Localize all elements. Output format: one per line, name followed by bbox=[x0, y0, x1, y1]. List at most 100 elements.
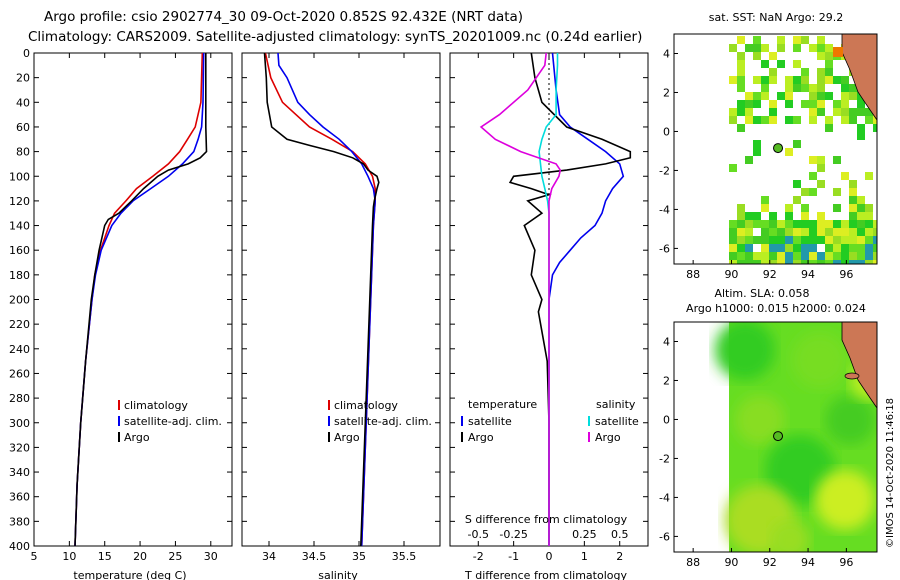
sst-pixel bbox=[865, 228, 873, 236]
depth-tick-label: 160 bbox=[9, 244, 30, 257]
difference-series-t-satellite bbox=[548, 52, 625, 546]
difference-xtick-label: 0 bbox=[546, 550, 553, 563]
sst-pixel bbox=[841, 100, 849, 108]
title-line-2: Climatology: CARS2009. Satellite-adjuste… bbox=[28, 29, 642, 45]
sst-pixel bbox=[753, 36, 761, 44]
sst-pixel bbox=[769, 52, 777, 60]
map-ytick-label: 2 bbox=[663, 86, 670, 99]
depth-tick-label: 340 bbox=[9, 466, 30, 479]
sst-pixel bbox=[745, 100, 753, 108]
salinity-xtick-label: 35.5 bbox=[392, 550, 417, 563]
sst-pixel bbox=[817, 44, 825, 52]
sst-pixel bbox=[857, 196, 865, 204]
s-tick-label: -0.5 bbox=[468, 528, 489, 541]
sst-pixel bbox=[849, 84, 857, 92]
sst-pixel bbox=[753, 116, 761, 124]
sst-pixel bbox=[745, 260, 753, 264]
sst-pixel bbox=[801, 212, 809, 220]
sst-pixel bbox=[785, 220, 793, 228]
sst-pixel bbox=[745, 116, 753, 124]
sst-pixel bbox=[817, 76, 825, 84]
sst-pixel bbox=[825, 44, 833, 52]
sst-pixel bbox=[729, 220, 737, 228]
sst-pixel bbox=[753, 260, 761, 264]
depth-tick-label: 180 bbox=[9, 269, 30, 282]
sst-pixel bbox=[857, 204, 865, 212]
sst-pixel bbox=[841, 244, 849, 252]
sst-pixel bbox=[761, 116, 769, 124]
depth-tick-label: 300 bbox=[9, 417, 30, 430]
sst-pixel bbox=[849, 244, 857, 252]
sst-pixel bbox=[777, 260, 785, 264]
map-xtick-label: 88 bbox=[686, 556, 700, 569]
sst-pixel bbox=[825, 228, 833, 236]
map-ytick-label: -2 bbox=[659, 164, 670, 177]
sst-pixel bbox=[785, 148, 793, 156]
sst-pixel bbox=[769, 220, 777, 228]
sla-anomaly-blob bbox=[770, 520, 810, 552]
depth-tick-label: 80 bbox=[16, 146, 30, 159]
sst-pixel bbox=[801, 204, 809, 212]
sst-pixel bbox=[761, 204, 769, 212]
sst-map-frame bbox=[673, 33, 878, 265]
legends: climatology satellite-adj. clim. Argo clima… bbox=[118, 398, 639, 444]
diff-legend-label: Argo bbox=[468, 431, 494, 444]
sst-pixel bbox=[737, 52, 745, 60]
salinity-xtick-label: 34 bbox=[262, 550, 276, 563]
sst-pixel bbox=[849, 228, 857, 236]
sst-pixel bbox=[801, 76, 809, 84]
sst-pixel bbox=[817, 36, 825, 44]
sst-pixel bbox=[785, 100, 793, 108]
sst-pixel bbox=[801, 252, 809, 260]
diff-legend-label: satellite bbox=[468, 415, 512, 428]
sst-pixel bbox=[801, 260, 809, 264]
sst-pixel bbox=[817, 164, 825, 172]
sst-pixel bbox=[865, 260, 873, 264]
sst-pixel bbox=[745, 92, 753, 100]
sst-pixel bbox=[769, 236, 777, 244]
sst-pixel bbox=[761, 76, 769, 84]
sst-pixel bbox=[793, 244, 801, 252]
sst-pixel bbox=[793, 36, 801, 44]
sst-pixel bbox=[873, 220, 877, 228]
sst-pixel bbox=[849, 212, 857, 220]
sst-pixel bbox=[825, 252, 833, 260]
sla-anomaly-blob bbox=[792, 332, 848, 388]
difference-xtick-label: -1 bbox=[508, 550, 519, 563]
sst-pixel bbox=[769, 100, 777, 108]
sst-pixel bbox=[857, 100, 865, 108]
sst-pixel bbox=[777, 220, 785, 228]
imos-watermark: ©IMOS 14-Oct-2020 11:46:18 bbox=[885, 398, 896, 548]
sst-pixel bbox=[809, 260, 817, 264]
sla-map-title: Altim. SLA: 0.058 bbox=[714, 287, 809, 300]
profile-panels: 5 10 15 20 25 3002040608010012014016018020022… bbox=[9, 47, 649, 563]
sst-pixel bbox=[801, 68, 809, 76]
diff-legend-header-t: temperature bbox=[468, 398, 537, 411]
sst-pixel bbox=[825, 260, 833, 264]
sst-pixel bbox=[769, 212, 777, 220]
sst-pixel bbox=[785, 260, 793, 264]
sst-pixel bbox=[833, 204, 841, 212]
sst-pixel bbox=[833, 244, 841, 252]
title-line-1: Argo profile: csio 2902774_30 09-Oct-202… bbox=[44, 9, 523, 25]
sst-pixel bbox=[761, 60, 769, 68]
sst-pixel bbox=[761, 196, 769, 204]
sst-pixel bbox=[793, 236, 801, 244]
s-tick-label: 0.5 bbox=[611, 528, 629, 541]
depth-tick-label: 360 bbox=[9, 491, 30, 504]
sst-pixel bbox=[761, 236, 769, 244]
sst-pixel bbox=[801, 220, 809, 228]
temperature-series-argo bbox=[74, 53, 208, 547]
sst-pixel bbox=[769, 252, 777, 260]
sst-pixel bbox=[825, 236, 833, 244]
sst-pixel bbox=[753, 212, 761, 220]
salinity-series-climatology bbox=[264, 52, 377, 547]
depth-tick-label: 140 bbox=[9, 220, 30, 233]
sst-pixel bbox=[753, 148, 761, 156]
sst-pixel bbox=[841, 252, 849, 260]
salinity-xtick-label: 34.5 bbox=[302, 550, 327, 563]
depth-tick-label: 200 bbox=[9, 294, 30, 307]
sst-pixel bbox=[841, 116, 849, 124]
sst-pixel bbox=[761, 260, 769, 264]
sst-pixel bbox=[737, 100, 745, 108]
